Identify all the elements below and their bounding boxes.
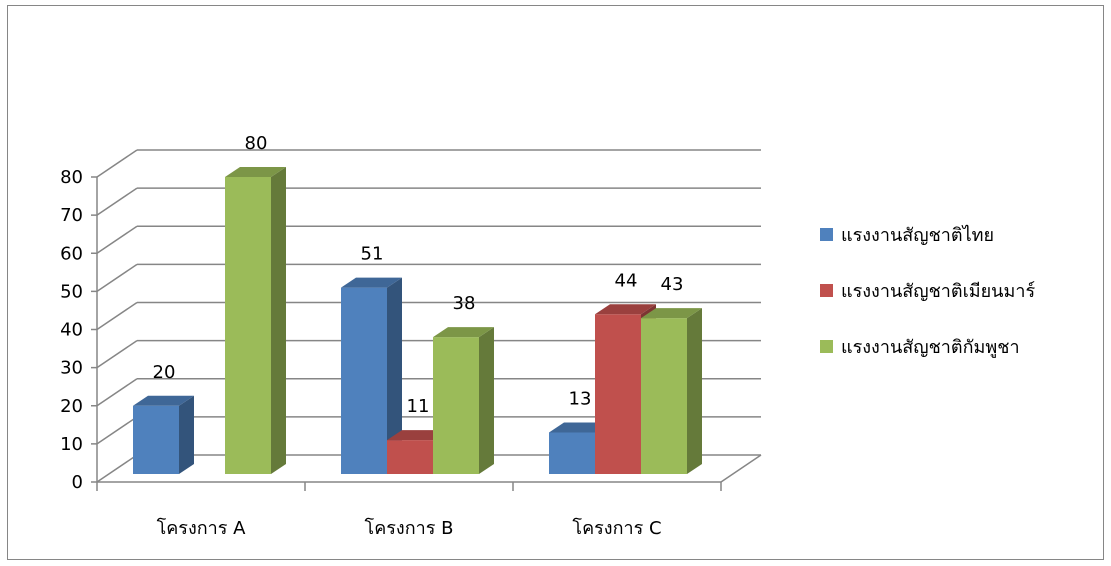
data-label: 43 (661, 274, 684, 295)
y-tick-label: 0 (72, 472, 83, 493)
y-tick-labels: 0 10 20 30 40 50 60 70 80 (60, 167, 83, 493)
data-label: 20 (153, 362, 176, 383)
gridline-side-40 (96, 301, 138, 331)
legend-item-myanmar: แรงงานสัญชาติเมียนมาร์ (820, 278, 1035, 303)
bar-front (433, 337, 479, 474)
x-tick-label: โครงการ B (365, 517, 454, 539)
y-tick-label: 30 (60, 358, 83, 379)
bar-top (595, 304, 656, 315)
bar-side (271, 167, 286, 474)
legend-swatch-cambodia (820, 340, 833, 353)
gridline-side-0 (96, 454, 138, 483)
legend-swatch-myanmar (820, 284, 833, 297)
legend-item-cambodia: แรงงานสัญชาติกัมพูชา (820, 334, 1035, 359)
floor-right-edge (720, 454, 762, 483)
bar-front (387, 440, 433, 474)
bar-top (387, 430, 448, 441)
x-tick-label: โครงการ C (572, 517, 661, 539)
y-tick-label: 40 (60, 320, 83, 341)
bar-top (133, 395, 194, 406)
axes (91, 176, 762, 491)
legend-item-thai: แรงงานสัญชาติไทย (820, 222, 1035, 247)
bar (341, 277, 402, 474)
bar-front (641, 318, 687, 474)
legend-label-myanmar: แรงงานสัญชาติเมียนมาร์ (841, 281, 1036, 302)
gridline-side-20 (96, 378, 138, 407)
y-tick-label: 80 (60, 167, 83, 188)
bars (133, 167, 702, 474)
y-tick-label: 50 (60, 281, 83, 302)
bar (133, 395, 194, 474)
data-label: 51 (361, 244, 384, 265)
x-tick-label: โครงการ A (157, 517, 247, 539)
bar (433, 327, 494, 474)
bar-top (549, 422, 610, 433)
bar-front (341, 287, 387, 474)
legend-label-thai: แรงงานสัญชาติไทย (841, 225, 995, 246)
x-tick-labels: โครงการ A โครงการ B โครงการ C (157, 517, 662, 539)
bar-top (433, 327, 494, 338)
bar-top (641, 308, 702, 319)
bar-top (341, 277, 402, 288)
bar-top (225, 167, 286, 177)
legend-swatch-thai (820, 228, 833, 241)
data-label: 13 (569, 388, 592, 409)
bar-front (133, 405, 179, 474)
bar-front (225, 177, 271, 474)
bar-side (687, 308, 702, 474)
gridline-side-70 (96, 187, 138, 216)
y-tick-label: 20 (60, 396, 83, 417)
data-label: 38 (453, 293, 476, 314)
bar-side (179, 395, 194, 474)
gridline-side-50 (96, 263, 138, 292)
gridline-side-80 (96, 149, 138, 178)
data-labels: 20 80 51 11 38 13 44 43 (153, 133, 684, 417)
bar (641, 308, 702, 474)
bar-side (479, 327, 494, 474)
y-tick-label: 70 (60, 205, 83, 226)
legend: แรงงานสัญชาติไทย แรงงานสัญชาติเมียนมาร์ … (820, 222, 1035, 390)
y-tick-label: 60 (60, 243, 83, 264)
bar-front (595, 314, 641, 474)
data-label: 44 (615, 270, 638, 291)
data-label: 80 (245, 133, 268, 154)
gridline-side-30 (96, 340, 138, 369)
gridline-side-60 (96, 225, 138, 254)
data-label: 11 (407, 396, 430, 417)
gridline-side-10 (96, 416, 138, 445)
y-tick-label: 10 (60, 434, 83, 455)
legend-label-cambodia: แรงงานสัญชาติกัมพูชา (841, 337, 1020, 358)
bar-front (549, 432, 595, 474)
bar-side (387, 277, 402, 474)
bar (225, 167, 286, 474)
